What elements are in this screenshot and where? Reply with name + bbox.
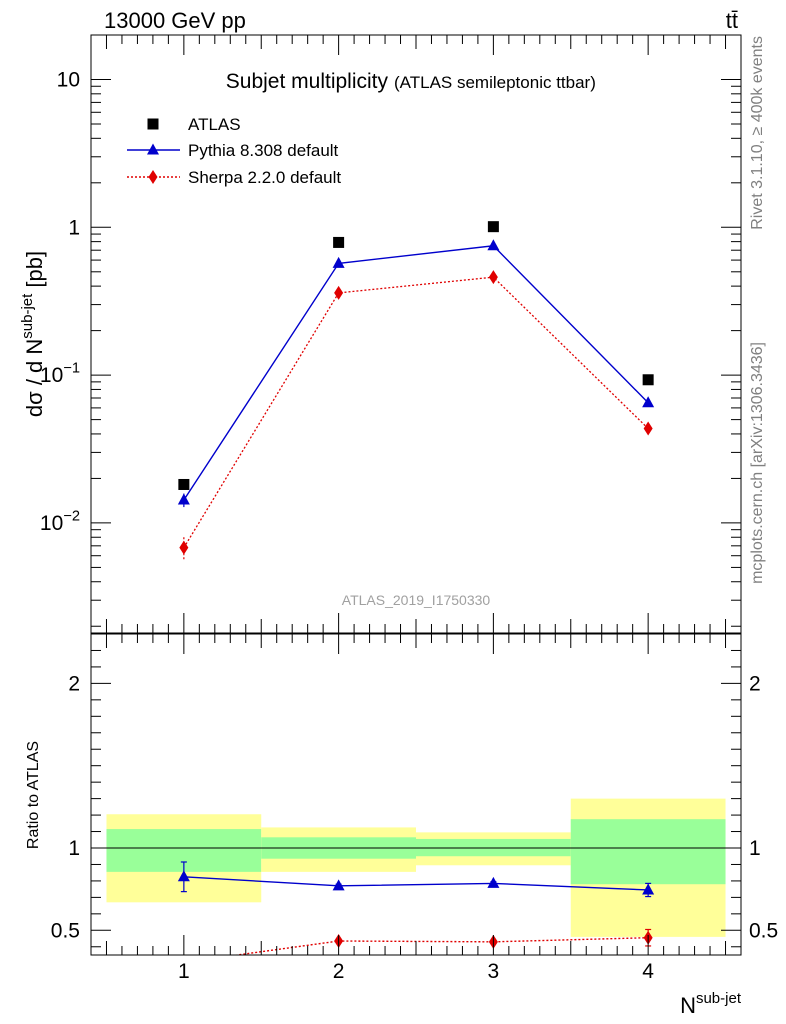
chart-subtitle: (ATLAS semileptonic ttbar) [394,73,596,92]
sherpa-point [334,285,344,300]
legend-label-sherpa: Sherpa 2.2.0 default [188,168,341,187]
legend-label-pythia: Pythia 8.308 default [188,141,339,160]
pythia-line [183,245,649,501]
atlas-point [487,221,499,233]
x-tick-label: 4 [642,960,654,983]
y-tick-label: 10−2 [40,508,80,534]
legend-marker-pythia [147,143,159,155]
x-tick-label: 2 [333,960,345,983]
rivet-label: Rivet 3.1.10, ≥ 400k events [749,36,766,230]
y-tick-label: 10−1 [40,361,80,387]
ratio-pythia-line [183,876,649,891]
watermark: ATLAS_2019_I1750330 [342,592,491,608]
atlas-point [178,478,190,490]
uncertainty-band-inner [570,819,726,885]
ratio-pythia-point [177,870,190,882]
ratio-y-tick-label: 1 [68,837,80,860]
chart-title: Subjet multiplicity [226,70,389,93]
pythia-point [332,256,345,268]
legend-label-atlas: ATLAS [188,115,241,134]
sherpa-line [183,276,649,549]
ratio-pythia-point [332,879,345,891]
sherpa-point [179,540,189,555]
sherpa-point [488,270,498,285]
energy-label: 13000 GeV pp [104,8,246,33]
ratio-y-tick-label: 1 [749,837,761,860]
ratio-y-tick-label: 2 [68,672,80,695]
atlas-point [642,374,654,386]
ratio-pythia-point [642,883,655,895]
ratio-y-tick-label: 0.5 [749,919,778,942]
ratio-y-tick-label: 0.5 [51,919,80,942]
process-label: tt̄ [726,8,738,33]
legend-marker-sherpa [148,170,158,184]
ratio-pythia-point [487,876,500,888]
svg-text:Nsub-jet: Nsub-jet [680,990,742,1018]
pythia-point [642,396,655,408]
pythia-point [487,239,500,251]
x-tick-label: 1 [178,960,190,983]
main-y-axis-label: dσ / d Nsub-jet [pb] [19,251,47,417]
svg-text:dσ / d Nsub-jet [pb]: dσ / d Nsub-jet [pb] [19,251,47,417]
legend-marker-atlas [147,118,159,130]
y-tick-label: 10 [57,68,80,91]
x-axis-label: Nsub-jet [680,990,742,1018]
mcplots-label: mcplots.cern.ch [arXiv:1306.3436] [749,342,766,584]
ratio-panel: 1 2 3 4 0.5 0.5 1 1 2 2 Ratio to ATLAS Nsub-jet [25,633,778,1018]
x-tick-label: 3 [488,960,500,983]
ratio-y-axis-label: Ratio to ATLAS [25,741,42,849]
sherpa-point [643,421,653,436]
y-tick-label: 1 [68,216,80,239]
legend: ATLAS Pythia 8.308 default Sherpa 2.2.0 de… [127,115,341,187]
main-panel: 10−2 10−1 1 10 Subjet multiplicity (ATLAS s… [19,34,742,634]
atlas-point [333,236,345,248]
ratio-y-tick-label: 2 [749,672,761,695]
pythia-point [177,493,190,505]
